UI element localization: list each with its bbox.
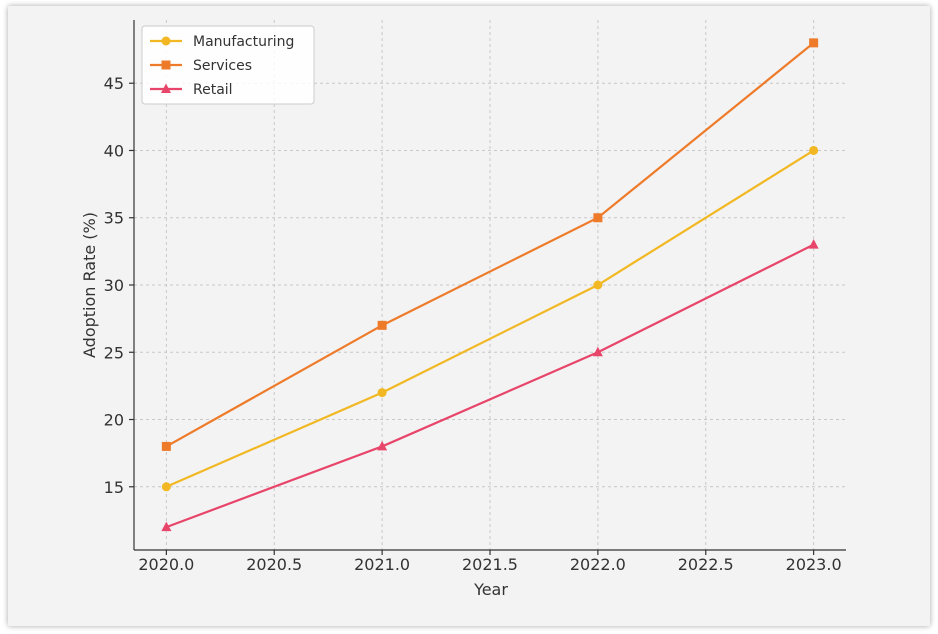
legend-box — [141, 25, 315, 105]
services-line — [165, 42, 815, 448]
legend-label-services: Services — [193, 58, 252, 74]
y-tick-label: 35 — [104, 209, 124, 228]
legend-marker-retail — [161, 83, 171, 93]
y-tick-label: 15 — [104, 478, 124, 497]
retail-point — [808, 239, 819, 249]
manufacturing-point — [593, 280, 603, 290]
y-ticks: 15 20 25 30 35 40 45 — [104, 74, 134, 497]
x-axis-title: Year — [473, 580, 508, 599]
x-ticks: 2020.0 2020.5 2021.0 2021.5 2022.0 2022.5 2023… — [138, 550, 842, 574]
services-point — [377, 320, 387, 330]
services-point — [593, 213, 603, 223]
services-point — [161, 441, 171, 451]
y-axis-title: Adoption Rate (%) — [80, 212, 99, 358]
x-tick-label: 2023.0 — [786, 555, 842, 574]
legend-item-services: Services — [150, 58, 252, 74]
x-tick-label: 2022.0 — [570, 555, 626, 574]
chart-frame — [8, 6, 930, 626]
legend-marker-services — [161, 60, 171, 70]
series-group — [161, 38, 819, 532]
retail-point — [377, 440, 388, 451]
x-tick-label: 2022.5 — [678, 555, 734, 574]
x-tick-label: 2021.0 — [354, 555, 410, 574]
y-tick-label: 30 — [104, 276, 124, 295]
x-tick-label: 2020.0 — [138, 555, 194, 574]
retail-point — [161, 521, 172, 532]
manufacturing-point — [809, 145, 819, 155]
legend-marker-manufacturing — [161, 36, 171, 46]
legend-item-retail: Retail — [150, 82, 233, 98]
y-tick-label: 25 — [104, 343, 124, 362]
manufacturing-line — [165, 149, 815, 488]
legend-label-manufacturing: Manufacturing — [193, 34, 294, 50]
legend-item-manufacturing: Manufacturing — [150, 34, 294, 50]
series-services — [161, 38, 819, 451]
y-tick-label: 20 — [104, 411, 124, 430]
x-tick-label: 2021.5 — [462, 555, 518, 574]
legend-label-retail: Retail — [193, 82, 233, 98]
x-tick-label: 2020.5 — [246, 555, 302, 574]
retail-point — [592, 346, 603, 357]
legend: Manufacturing Services Retail — [141, 25, 315, 105]
y-tick-label: 40 — [104, 141, 124, 160]
y-tick-label: 45 — [104, 74, 124, 93]
manufacturing-point — [377, 388, 387, 398]
series-retail — [161, 239, 819, 532]
series-manufacturing — [161, 145, 819, 492]
manufacturing-point — [161, 482, 171, 492]
services-point — [809, 38, 819, 48]
retail-line — [165, 243, 815, 529]
